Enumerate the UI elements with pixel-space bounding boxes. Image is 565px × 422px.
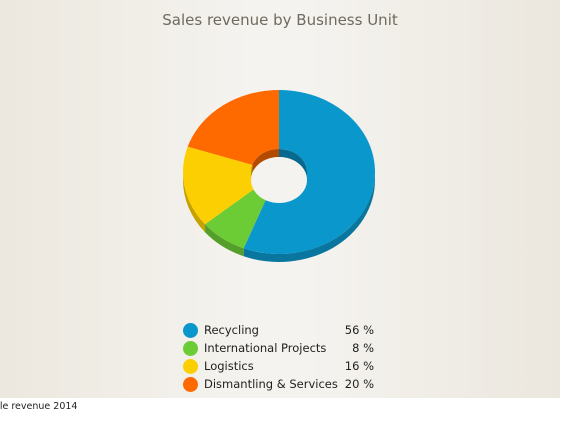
slice-international-projects[interactable] <box>205 186 269 249</box>
slice-side-0 <box>243 172 375 262</box>
legend-label: Logistics <box>204 359 254 373</box>
hole-wall-2-1 <box>251 164 253 180</box>
donut-chart <box>183 90 376 262</box>
legend-swatch <box>183 377 198 392</box>
legend-label: Recycling <box>204 323 259 337</box>
chart-legend: Recycling 56 % International Projects 8 % Lo… <box>183 322 383 394</box>
legend-swatch <box>183 341 198 356</box>
legend-value: 20 % <box>344 377 374 391</box>
slice-side-2 <box>183 172 206 233</box>
slice-dismantling-services[interactable] <box>187 90 279 165</box>
hole-wall-3-1 <box>252 149 279 173</box>
slice-side-1 <box>205 224 244 257</box>
legend-value: 56 % <box>344 323 374 337</box>
legend-label: Dismantling & Services <box>204 377 338 391</box>
legend-item[interactable]: Dismantling & Services 20 % <box>183 376 383 394</box>
legend-label: International Projects <box>204 341 327 355</box>
slice-recycling[interactable] <box>243 90 376 254</box>
legend-item[interactable]: International Projects 8 % <box>183 340 383 358</box>
donut-hole <box>251 157 307 203</box>
chart-title: Sales revenue by Business Unit <box>162 11 398 29</box>
footnote: Sale revenue 2014 <box>0 401 78 412</box>
legend-swatch <box>183 359 198 374</box>
legend-value: 16 % <box>344 359 374 373</box>
legend-item[interactable]: Recycling 56 % <box>183 322 383 340</box>
legend-swatch <box>183 323 198 338</box>
legend-value: 8 % <box>352 341 374 355</box>
legend-item[interactable]: Logistics 16 % <box>183 358 383 376</box>
hole-wall-0-0 <box>279 149 307 180</box>
slice-logistics[interactable] <box>183 146 258 225</box>
